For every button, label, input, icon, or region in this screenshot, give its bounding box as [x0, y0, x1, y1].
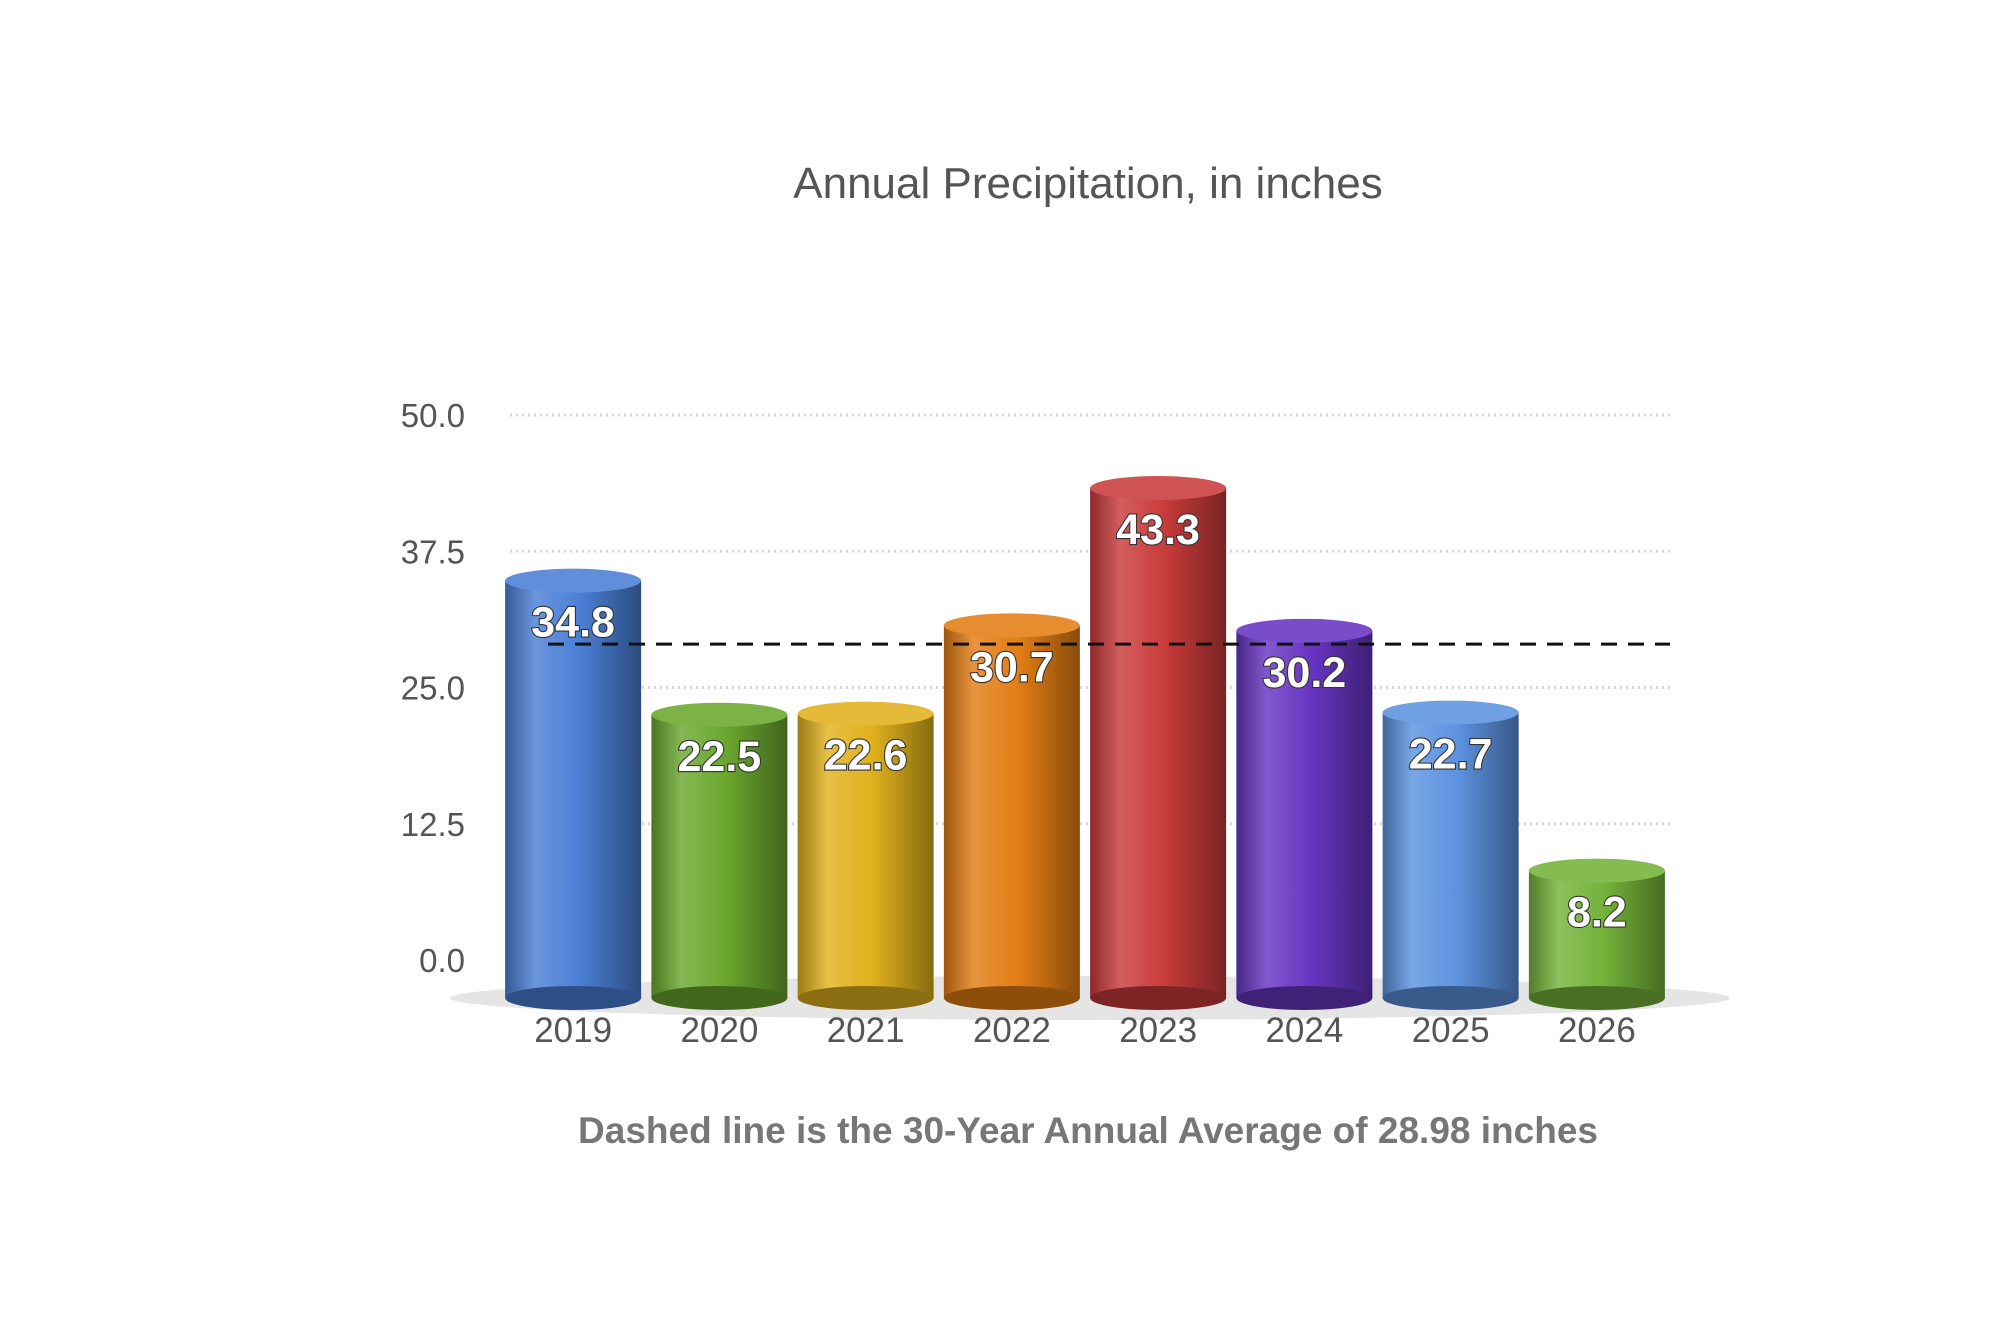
bar-2020	[651, 702, 788, 1010]
x-tick-label: 2024	[1265, 1011, 1343, 1050]
y-axis-ticks: 0.0 12.5 25.0 37.5 50.0	[401, 397, 465, 979]
y-tick-label: 37.5	[401, 533, 465, 570]
y-tick-label: 12.5	[401, 806, 465, 843]
data-label-2026: 8.2	[1567, 889, 1627, 937]
data-label-2024: 30.2	[1263, 649, 1347, 697]
data-label-2025: 22.7	[1409, 731, 1493, 779]
x-tick-label: 2021	[827, 1011, 905, 1050]
chart-caption: Dashed line is the 30-Year Annual Averag…	[578, 1110, 1598, 1151]
bar-2023	[1090, 476, 1227, 1010]
bar-2021	[797, 701, 934, 1010]
x-tick-label: 2023	[1119, 1011, 1197, 1050]
bar-2022	[943, 613, 1080, 1010]
chart-title: Annual Precipitation, in inches	[793, 159, 1382, 208]
data-label-2020: 22.5	[678, 733, 762, 781]
x-tick-label: 2022	[973, 1011, 1051, 1050]
x-tick-label: 2019	[534, 1011, 612, 1050]
bar-2026	[1528, 858, 1665, 1010]
y-tick-label: 25.0	[401, 670, 465, 707]
x-tick-label: 2026	[1558, 1011, 1636, 1050]
x-tick-label: 2025	[1412, 1011, 1490, 1050]
data-label-2021: 22.6	[824, 732, 908, 780]
data-label-2022: 30.7	[970, 643, 1054, 691]
data-label-2023: 43.3	[1116, 506, 1200, 554]
y-tick-label: 50.0	[401, 397, 465, 434]
bar-2025	[1382, 700, 1519, 1010]
bars	[450, 476, 1730, 1020]
data-label-2019: 34.8	[531, 599, 615, 647]
x-axis-ticks: 2019 2020 2021 2022 2023 2024 2025 2026	[534, 1011, 1636, 1050]
y-tick-label: 0.0	[419, 942, 465, 979]
data-labels: 34.8 22.5 22.6 30.7 43.3 30.2 22.7 8.2	[530, 505, 1628, 938]
bar-2019	[505, 568, 642, 1010]
bar-2024	[1236, 618, 1373, 1010]
x-tick-label: 2020	[680, 1011, 758, 1050]
